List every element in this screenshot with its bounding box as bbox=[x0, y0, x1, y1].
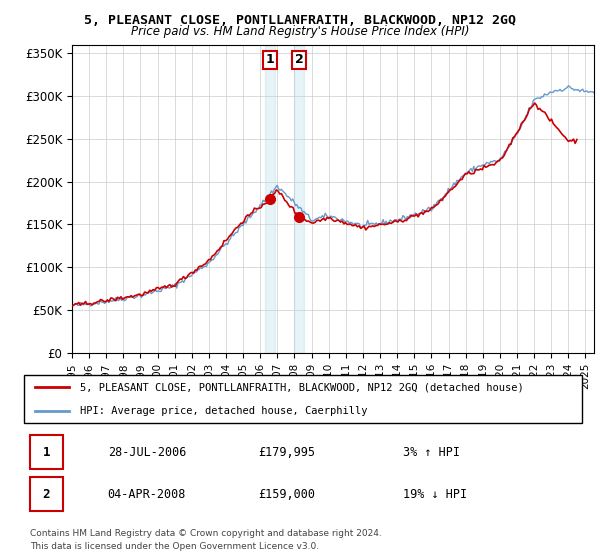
Text: 2: 2 bbox=[43, 488, 50, 501]
Text: 1: 1 bbox=[43, 446, 50, 459]
Text: 5, PLEASANT CLOSE, PONTLLANFRAITH, BLACKWOOD, NP12 2GQ: 5, PLEASANT CLOSE, PONTLLANFRAITH, BLACK… bbox=[84, 14, 516, 27]
Text: 19% ↓ HPI: 19% ↓ HPI bbox=[403, 488, 467, 501]
Text: 5, PLEASANT CLOSE, PONTLLANFRAITH, BLACKWOOD, NP12 2GQ (detached house): 5, PLEASANT CLOSE, PONTLLANFRAITH, BLACK… bbox=[80, 382, 524, 392]
Text: 1: 1 bbox=[266, 53, 274, 66]
Text: 2: 2 bbox=[295, 53, 304, 66]
Text: Price paid vs. HM Land Registry's House Price Index (HPI): Price paid vs. HM Land Registry's House … bbox=[131, 25, 469, 38]
Text: 04-APR-2008: 04-APR-2008 bbox=[108, 488, 186, 501]
Bar bbox=[265, 45, 275, 353]
FancyBboxPatch shape bbox=[24, 375, 582, 423]
FancyBboxPatch shape bbox=[29, 477, 63, 511]
Text: 3% ↑ HPI: 3% ↑ HPI bbox=[403, 446, 460, 459]
Text: £179,995: £179,995 bbox=[259, 446, 316, 459]
Text: This data is licensed under the Open Government Licence v3.0.: This data is licensed under the Open Gov… bbox=[30, 542, 319, 551]
Text: HPI: Average price, detached house, Caerphilly: HPI: Average price, detached house, Caer… bbox=[80, 406, 367, 416]
Text: Contains HM Land Registry data © Crown copyright and database right 2024.: Contains HM Land Registry data © Crown c… bbox=[30, 529, 382, 538]
Text: 28-JUL-2006: 28-JUL-2006 bbox=[108, 446, 186, 459]
FancyBboxPatch shape bbox=[29, 436, 63, 469]
Text: £159,000: £159,000 bbox=[259, 488, 316, 501]
Bar bbox=[294, 45, 304, 353]
